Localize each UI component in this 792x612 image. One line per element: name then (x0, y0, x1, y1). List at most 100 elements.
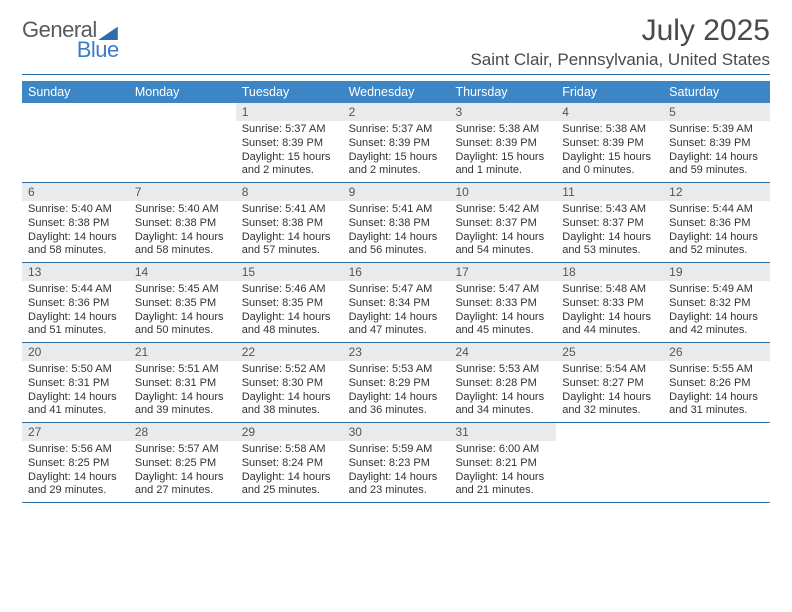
dayname: Saturday (663, 81, 770, 103)
sunset-text: Sunset: 8:28 PM (455, 377, 550, 391)
date-number: 12 (663, 183, 770, 201)
day-cell: 19Sunrise: 5:49 AMSunset: 8:32 PMDayligh… (663, 263, 770, 342)
sunrise-text: Sunrise: 5:44 AM (28, 283, 123, 297)
day-cell: 15Sunrise: 5:46 AMSunset: 8:35 PMDayligh… (236, 263, 343, 342)
day-cell: 14Sunrise: 5:45 AMSunset: 8:35 PMDayligh… (129, 263, 236, 342)
sunset-text: Sunset: 8:36 PM (669, 217, 764, 231)
sunrise-text: Sunrise: 5:49 AM (669, 283, 764, 297)
day-cell: 5Sunrise: 5:39 AMSunset: 8:39 PMDaylight… (663, 103, 770, 182)
day-details: Sunrise: 5:54 AMSunset: 8:27 PMDaylight:… (556, 363, 663, 418)
date-number: 4 (556, 103, 663, 121)
day-details: Sunrise: 5:41 AMSunset: 8:38 PMDaylight:… (343, 203, 450, 258)
daylight-text: Daylight: 14 hours and 54 minutes. (455, 231, 550, 259)
date-number: 14 (129, 263, 236, 281)
sunset-text: Sunset: 8:38 PM (349, 217, 444, 231)
dayname: Monday (129, 81, 236, 103)
sunrise-text: Sunrise: 5:39 AM (669, 123, 764, 137)
day-cell: 17Sunrise: 5:47 AMSunset: 8:33 PMDayligh… (449, 263, 556, 342)
day-details: Sunrise: 5:47 AMSunset: 8:34 PMDaylight:… (343, 283, 450, 338)
day-cell: 13Sunrise: 5:44 AMSunset: 8:36 PMDayligh… (22, 263, 129, 342)
daylight-text: Daylight: 14 hours and 44 minutes. (562, 311, 657, 339)
date-number: 28 (129, 423, 236, 441)
day-details: Sunrise: 5:37 AMSunset: 8:39 PMDaylight:… (236, 123, 343, 178)
sunset-text: Sunset: 8:39 PM (455, 137, 550, 151)
daylight-text: Daylight: 14 hours and 29 minutes. (28, 471, 123, 499)
sunrise-text: Sunrise: 5:37 AM (242, 123, 337, 137)
day-cell: 25 Sunrise: 5:54 AMSunset: 8:27 PMDayligh… (556, 343, 663, 422)
date-number: 1 (236, 103, 343, 121)
sunrise-text: Sunrise: 5:58 AM (242, 443, 337, 457)
day-cell: 12Sunrise: 5:44 AMSunset: 8:36 PMDayligh… (663, 183, 770, 262)
date-number: 7 (129, 183, 236, 201)
dayname: Thursday (449, 81, 556, 103)
sunset-text: Sunset: 8:34 PM (349, 297, 444, 311)
date-number: 8 (236, 183, 343, 201)
day-cell: 10 Sunrise: 5:42 AMSunset: 8:37 PMDayligh… (449, 183, 556, 262)
sunrise-text: Sunrise: 5:40 AM (135, 203, 230, 217)
sunrise-text: Sunrise: 6:00 AM (455, 443, 550, 457)
day-details: Sunrise: 6:00 AMSunset: 8:21 PMDaylight:… (449, 443, 556, 498)
date-number: 18 (556, 263, 663, 281)
day-cell: 11 Sunrise: 5:43 AMSunset: 8:37 PMDayligh… (556, 183, 663, 262)
daylight-text: Daylight: 14 hours and 32 minutes. (562, 391, 657, 419)
date-number: 2 (343, 103, 450, 121)
day-cell (22, 103, 129, 182)
day-cell: 28 Sunrise: 5:57 AMSunset: 8:25 PMDayligh… (129, 423, 236, 502)
date-number: 10 (449, 183, 556, 201)
sunset-text: Sunset: 8:39 PM (242, 137, 337, 151)
date-number: 9 (343, 183, 450, 201)
sunrise-text: Sunrise: 5:59 AM (349, 443, 444, 457)
location-subtitle: Saint Clair, Pennsylvania, United States (470, 50, 770, 70)
sunset-text: Sunset: 8:38 PM (242, 217, 337, 231)
day-details: Sunrise: 5:46 AMSunset: 8:35 PMDaylight:… (236, 283, 343, 338)
title-area: July 2025 Saint Clair, Pennsylvania, Uni… (470, 14, 770, 70)
date-number: 11 (556, 183, 663, 201)
page: GeneralBlue July 2025 Saint Clair, Penns… (0, 0, 792, 503)
dayname: Tuesday (236, 81, 343, 103)
sunrise-text: Sunrise: 5:47 AM (455, 283, 550, 297)
daylight-text: Daylight: 15 hours and 1 minute. (455, 151, 550, 179)
sunset-text: Sunset: 8:21 PM (455, 457, 550, 471)
week-row: 13Sunrise: 5:44 AMSunset: 8:36 PMDayligh… (22, 263, 770, 343)
date-number: 29 (236, 423, 343, 441)
sunset-text: Sunset: 8:33 PM (562, 297, 657, 311)
sunset-text: Sunset: 8:25 PM (28, 457, 123, 471)
sunrise-text: Sunrise: 5:42 AM (455, 203, 550, 217)
daylight-text: Daylight: 14 hours and 52 minutes. (669, 231, 764, 259)
day-cell: 1 Sunrise: 5:37 AMSunset: 8:39 PMDaylight… (236, 103, 343, 182)
sunset-text: Sunset: 8:35 PM (242, 297, 337, 311)
day-details: Sunrise: 5:37 AMSunset: 8:39 PMDaylight:… (343, 123, 450, 178)
sunrise-text: Sunrise: 5:38 AM (562, 123, 657, 137)
dayname: Friday (556, 81, 663, 103)
date-number: 25 (556, 343, 663, 361)
day-details: Sunrise: 5:44 AMSunset: 8:36 PMDaylight:… (22, 283, 129, 338)
daylight-text: Daylight: 14 hours and 45 minutes. (455, 311, 550, 339)
date-number: 16 (343, 263, 450, 281)
sunrise-text: Sunrise: 5:37 AM (349, 123, 444, 137)
day-cell: 26Sunrise: 5:55 AMSunset: 8:26 PMDayligh… (663, 343, 770, 422)
calendar: Sunday Monday Tuesday Wednesday Thursday… (22, 81, 770, 503)
week-row: 27Sunrise: 5:56 AMSunset: 8:25 PMDayligh… (22, 423, 770, 503)
day-details: Sunrise: 5:57 AMSunset: 8:25 PMDaylight:… (129, 443, 236, 498)
sunrise-text: Sunrise: 5:53 AM (455, 363, 550, 377)
day-cell (129, 103, 236, 182)
sunrise-text: Sunrise: 5:40 AM (28, 203, 123, 217)
month-title: July 2025 (470, 14, 770, 48)
day-details: Sunrise: 5:55 AMSunset: 8:26 PMDaylight:… (663, 363, 770, 418)
day-details: Sunrise: 5:43 AMSunset: 8:37 PMDaylight:… (556, 203, 663, 258)
day-cell: 27Sunrise: 5:56 AMSunset: 8:25 PMDayligh… (22, 423, 129, 502)
date-number: 27 (22, 423, 129, 441)
sunset-text: Sunset: 8:38 PM (28, 217, 123, 231)
daylight-text: Daylight: 14 hours and 56 minutes. (349, 231, 444, 259)
day-cell: 31Sunrise: 6:00 AMSunset: 8:21 PMDayligh… (449, 423, 556, 502)
daylight-text: Daylight: 14 hours and 51 minutes. (28, 311, 123, 339)
day-details: Sunrise: 5:58 AMSunset: 8:24 PMDaylight:… (236, 443, 343, 498)
daylight-text: Daylight: 14 hours and 58 minutes. (28, 231, 123, 259)
date-number: 20 (22, 343, 129, 361)
daylight-text: Daylight: 14 hours and 25 minutes. (242, 471, 337, 499)
day-details: Sunrise: 5:42 AMSunset: 8:37 PMDaylight:… (449, 203, 556, 258)
day-cell: 9 Sunrise: 5:41 AMSunset: 8:38 PMDaylight… (343, 183, 450, 262)
day-details: Sunrise: 5:49 AMSunset: 8:32 PMDaylight:… (663, 283, 770, 338)
day-details: Sunrise: 5:51 AMSunset: 8:31 PMDaylight:… (129, 363, 236, 418)
header: GeneralBlue July 2025 Saint Clair, Penns… (22, 14, 770, 70)
